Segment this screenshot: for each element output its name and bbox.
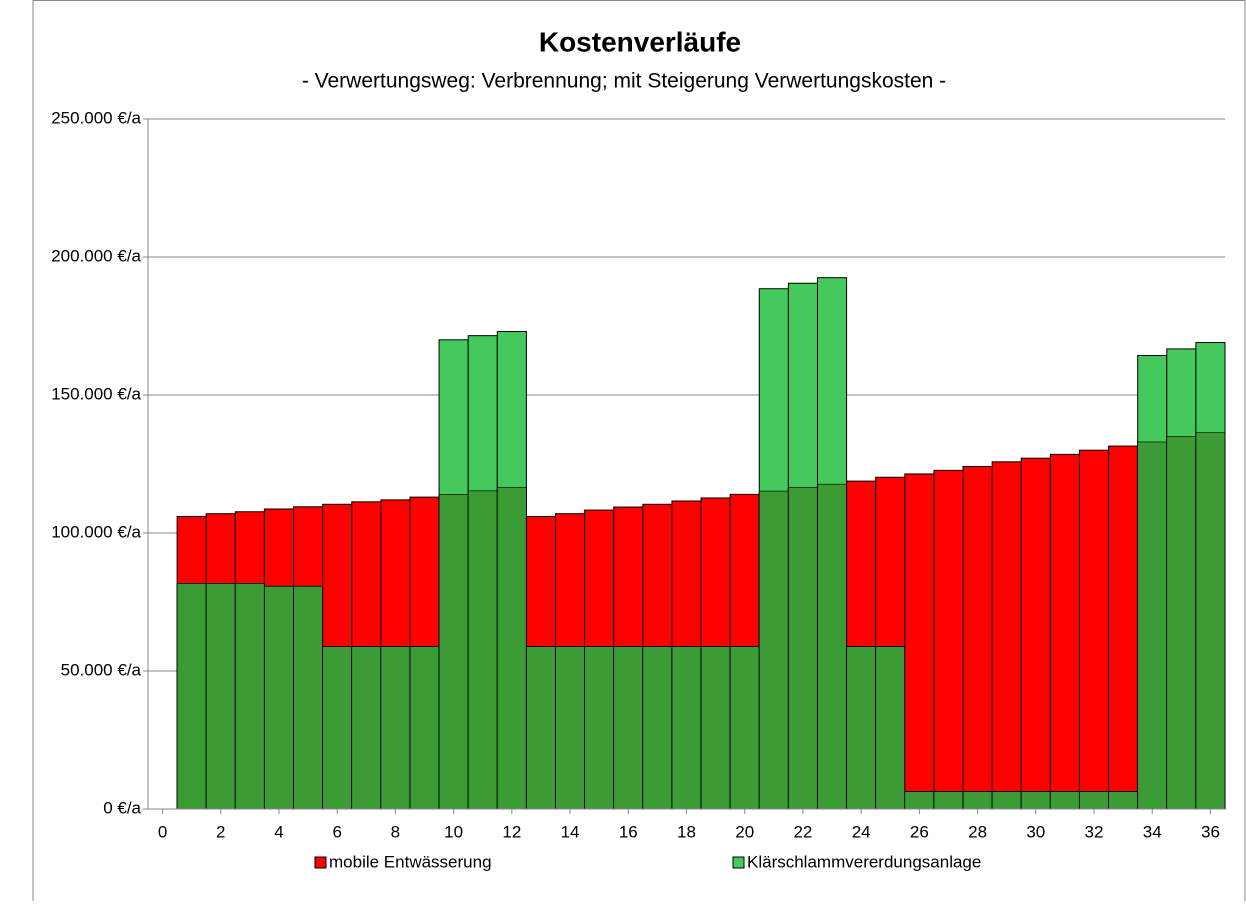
x-tick-label: 26 bbox=[910, 822, 929, 841]
bar bbox=[962, 465, 993, 810]
y-tick-label: 50.000 €/a bbox=[61, 660, 142, 679]
bar-overlap bbox=[177, 583, 206, 809]
bar-overlap bbox=[672, 646, 701, 809]
bar bbox=[1108, 445, 1139, 810]
bar-overlap bbox=[1109, 791, 1138, 809]
x-tick-label: 2 bbox=[216, 822, 225, 841]
bar-overlap bbox=[264, 586, 294, 809]
bar-overlap bbox=[468, 490, 497, 809]
x-tick-label: 16 bbox=[619, 822, 638, 841]
bar-overlap bbox=[1050, 791, 1079, 809]
bar-overlap bbox=[235, 583, 264, 809]
bar-overlap bbox=[556, 646, 585, 809]
bar-overlap bbox=[497, 487, 526, 809]
bar-overlap bbox=[817, 484, 847, 809]
chart-subtitle: - Verwertungsweg: Verbrennung; mit Steig… bbox=[302, 70, 946, 93]
bar-overlap bbox=[963, 791, 992, 809]
bar-overlap bbox=[381, 646, 410, 809]
x-tick-label: 34 bbox=[1143, 822, 1162, 841]
bar-overlap bbox=[294, 586, 323, 809]
bar-overlap bbox=[934, 791, 963, 809]
bar-overlap bbox=[643, 646, 672, 809]
bar-overlap bbox=[905, 791, 934, 809]
bar-overlap bbox=[788, 487, 817, 809]
x-tick-label: 14 bbox=[561, 822, 580, 841]
bar-overlap bbox=[730, 646, 759, 809]
bar-overlap bbox=[992, 791, 1021, 809]
bar bbox=[904, 473, 935, 810]
y-tick-label: 250.000 €/a bbox=[51, 108, 141, 127]
bar-overlap bbox=[1167, 436, 1196, 809]
bar-overlap bbox=[1021, 791, 1050, 809]
x-tick-label: 32 bbox=[1085, 822, 1104, 841]
x-tick-label: 30 bbox=[1026, 822, 1045, 841]
bar-overlap bbox=[323, 646, 352, 809]
bar-overlap bbox=[701, 646, 730, 809]
x-tick-label: 18 bbox=[677, 822, 696, 841]
x-tick-label: 20 bbox=[735, 822, 754, 841]
bar bbox=[991, 461, 1022, 810]
bar-overlap bbox=[1196, 432, 1225, 809]
bar-overlap bbox=[352, 646, 381, 809]
y-tick-label: 0 €/a bbox=[103, 798, 141, 817]
bar-overlap bbox=[614, 646, 643, 809]
x-tick-label: 10 bbox=[444, 822, 463, 841]
chart-title: Kostenverläufe bbox=[539, 26, 741, 57]
bar-overlap bbox=[1138, 441, 1167, 809]
bar-overlap bbox=[439, 494, 468, 809]
y-tick-label: 200.000 €/a bbox=[51, 246, 141, 265]
bar bbox=[1049, 453, 1080, 810]
bar bbox=[1020, 457, 1051, 810]
x-tick-label: 22 bbox=[793, 822, 812, 841]
bar-overlap bbox=[759, 491, 788, 809]
bar bbox=[933, 469, 964, 810]
legend-label: Klärschlammvererdungsanlage bbox=[747, 852, 981, 871]
x-tick-label: 12 bbox=[502, 822, 521, 841]
bar-overlap bbox=[206, 583, 235, 809]
x-tick-label: 24 bbox=[852, 822, 871, 841]
x-tick-label: 8 bbox=[391, 822, 400, 841]
bar-overlap bbox=[410, 646, 439, 809]
y-tick-label: 100.000 €/a bbox=[51, 522, 141, 541]
x-tick-label: 36 bbox=[1201, 822, 1220, 841]
bar-overlap bbox=[876, 646, 905, 809]
bar-overlap bbox=[526, 646, 556, 809]
x-tick-label: 4 bbox=[274, 822, 283, 841]
bar-overlap bbox=[585, 646, 614, 809]
x-tick-label: 0 bbox=[158, 822, 167, 841]
legend-label: mobile Entwässerung bbox=[329, 852, 492, 871]
legend-swatch bbox=[732, 856, 745, 869]
bar-overlap bbox=[847, 646, 876, 809]
bar bbox=[1078, 449, 1110, 810]
x-tick-label: 28 bbox=[968, 822, 987, 841]
x-tick-label: 6 bbox=[332, 822, 341, 841]
legend-swatch bbox=[314, 856, 327, 869]
y-tick-label: 150.000 €/a bbox=[51, 384, 141, 403]
bar-overlap bbox=[1079, 791, 1109, 809]
